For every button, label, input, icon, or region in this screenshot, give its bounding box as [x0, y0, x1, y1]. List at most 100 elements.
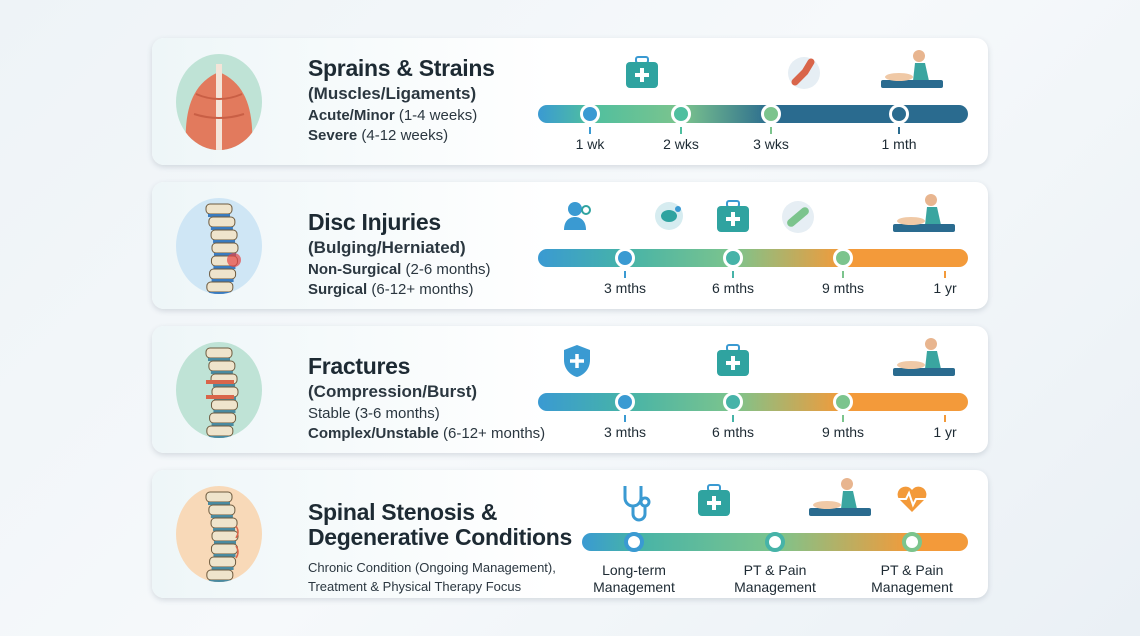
condition-duration-line: Chronic Condition (Ongoing Management), [308, 558, 572, 577]
timeline-bar [538, 393, 968, 411]
duration-range: Treatment & Physical Therapy Focus [308, 579, 522, 594]
milestone-label: 3 mths [603, 280, 647, 296]
condition-card: Spinal Stenosis & Degenerative Conditions… [152, 470, 988, 598]
milestone-label-line: Management [593, 579, 675, 595]
first-aid-kit-icon [696, 484, 732, 523]
milestone-label: 3 wks [753, 136, 789, 152]
timeline-node[interactable] [624, 532, 644, 552]
duration-range: (1-4 weeks) [394, 107, 478, 124]
timeline-tick [680, 127, 682, 134]
timeline-node[interactable] [580, 104, 600, 124]
back-muscles-illustration [176, 53, 262, 150]
condition-duration-line: Treatment & Physical Therapy Focus [308, 577, 572, 596]
milestone-label-line: PT & Pain [880, 562, 944, 578]
stethoscope-icon [621, 484, 651, 529]
milestone-label: 9 mths [821, 280, 865, 296]
milestone-label-line: Management [871, 579, 953, 595]
condition-title: Disc Injuries [308, 209, 441, 235]
duration-range: (2-6 months) [401, 261, 491, 278]
milestone-label: 6 mths [711, 424, 755, 440]
physical-therapist-icon [891, 192, 957, 247]
timeline-tick [944, 415, 946, 422]
milestone-label: 9 mths [821, 424, 865, 440]
first-aid-kit-icon [715, 344, 751, 383]
milestone-label: Long-term Management [593, 562, 675, 596]
duration-range: (4-12 weeks) [357, 127, 449, 144]
timeline-tick [842, 271, 844, 278]
timeline-tick [770, 127, 772, 134]
condition-text: Sprains & Strains (Muscles/Ligaments) Acut… [308, 55, 495, 145]
milestone-label: 3 mths [603, 424, 647, 440]
duration-type: Acute/Minor [308, 107, 395, 124]
timeline-node[interactable] [833, 392, 853, 412]
timeline-node[interactable] [902, 532, 922, 552]
first-aid-kit-icon [715, 200, 751, 239]
timeline-node[interactable] [671, 104, 691, 124]
timeline-tick [624, 415, 626, 422]
condition-text: Disc Injuries (Bulging/Herniated) Non-Surg… [308, 209, 491, 299]
timeline-bar [538, 105, 968, 123]
milestone-label: 1 yr [933, 280, 957, 296]
condition-duration-line: Acute/Minor (1-4 weeks) [308, 107, 495, 124]
physical-therapist-icon [807, 476, 873, 531]
heartbeat-icon [896, 484, 928, 519]
timeline-node[interactable] [833, 248, 853, 268]
elbow-brace-icon [787, 56, 821, 95]
physical-therapist-icon [891, 336, 957, 391]
condition-subtitle: (Bulging/Herniated) [308, 238, 466, 257]
condition-duration-line: Complex/Unstable (6-12+ months) [308, 425, 545, 442]
timeline-tick [842, 415, 844, 422]
physical-therapist-icon [879, 48, 945, 103]
degenerative-spine-illustration [176, 486, 262, 582]
timeline-tick [944, 271, 946, 278]
timeline-node[interactable] [723, 248, 743, 268]
bandage-icon [781, 200, 815, 239]
disc-icon [652, 200, 686, 237]
duration-range: Chronic Condition (Ongoing Management), [308, 560, 556, 575]
timeline-tick [589, 127, 591, 134]
timeline-tick [898, 127, 900, 134]
duration-type: Surgical [308, 281, 368, 298]
timeline-node[interactable] [761, 104, 781, 124]
herniated-disc-spine-illustration [176, 197, 262, 294]
timeline-node[interactable] [615, 392, 635, 412]
condition-duration-line: Severe (4-12 weeks) [308, 127, 495, 144]
condition-card: Fractures (Compression/Burst) Stable (3-6 … [152, 326, 988, 453]
milestone-label-line: Long-term [602, 562, 666, 578]
condition-duration-line: Stable (3-6 months) [308, 405, 545, 422]
condition-title: Spinal Stenosis & [308, 499, 498, 525]
milestone-label: 1 mth [881, 136, 917, 152]
timeline-tick [732, 415, 734, 422]
milestone-label: 2 wks [663, 136, 699, 152]
condition-text: Spinal Stenosis & Degenerative Conditions… [308, 500, 572, 596]
duration-range: (6-12+ months) [438, 425, 546, 442]
first-aid-kit-icon [624, 56, 660, 95]
duration-range: (6-12+ months) [367, 281, 474, 298]
timeline-node[interactable] [723, 392, 743, 412]
duration-type: Non-Surgical [308, 261, 402, 278]
timeline-node[interactable] [765, 532, 785, 552]
condition-duration-line: Surgical (6-12+ months) [308, 281, 491, 298]
condition-card: Disc Injuries (Bulging/Herniated) Non-Surg… [152, 182, 988, 309]
fractured-spine-illustration [176, 341, 262, 438]
duration-type: Severe [308, 127, 358, 144]
condition-duration-line: Non-Surgical (2-6 months) [308, 261, 491, 278]
timeline-bar [538, 249, 968, 267]
doctor-consult-icon [562, 200, 592, 237]
timeline-node[interactable] [615, 248, 635, 268]
duration-type: Complex/Unstable [308, 425, 439, 442]
timeline-tick [732, 271, 734, 278]
timeline-node[interactable] [889, 104, 909, 124]
milestone-label: 1 yr [933, 424, 957, 440]
milestone-label: 1 wk [575, 136, 605, 152]
condition-title: Fractures [308, 353, 411, 379]
milestone-label-line: PT & Pain [743, 562, 807, 578]
duration-range: Stable (3-6 months) [308, 405, 440, 422]
condition-title: Sprains & Strains [308, 55, 495, 81]
condition-subtitle: (Muscles/Ligaments) [308, 84, 477, 103]
milestone-label: 6 mths [711, 280, 755, 296]
milestone-label: PT & Pain Management [734, 562, 816, 596]
milestone-label-line: Management [734, 579, 816, 595]
condition-card: Sprains & Strains (Muscles/Ligaments) Acut… [152, 38, 988, 165]
condition-title-line2: Degenerative Conditions [308, 524, 573, 550]
